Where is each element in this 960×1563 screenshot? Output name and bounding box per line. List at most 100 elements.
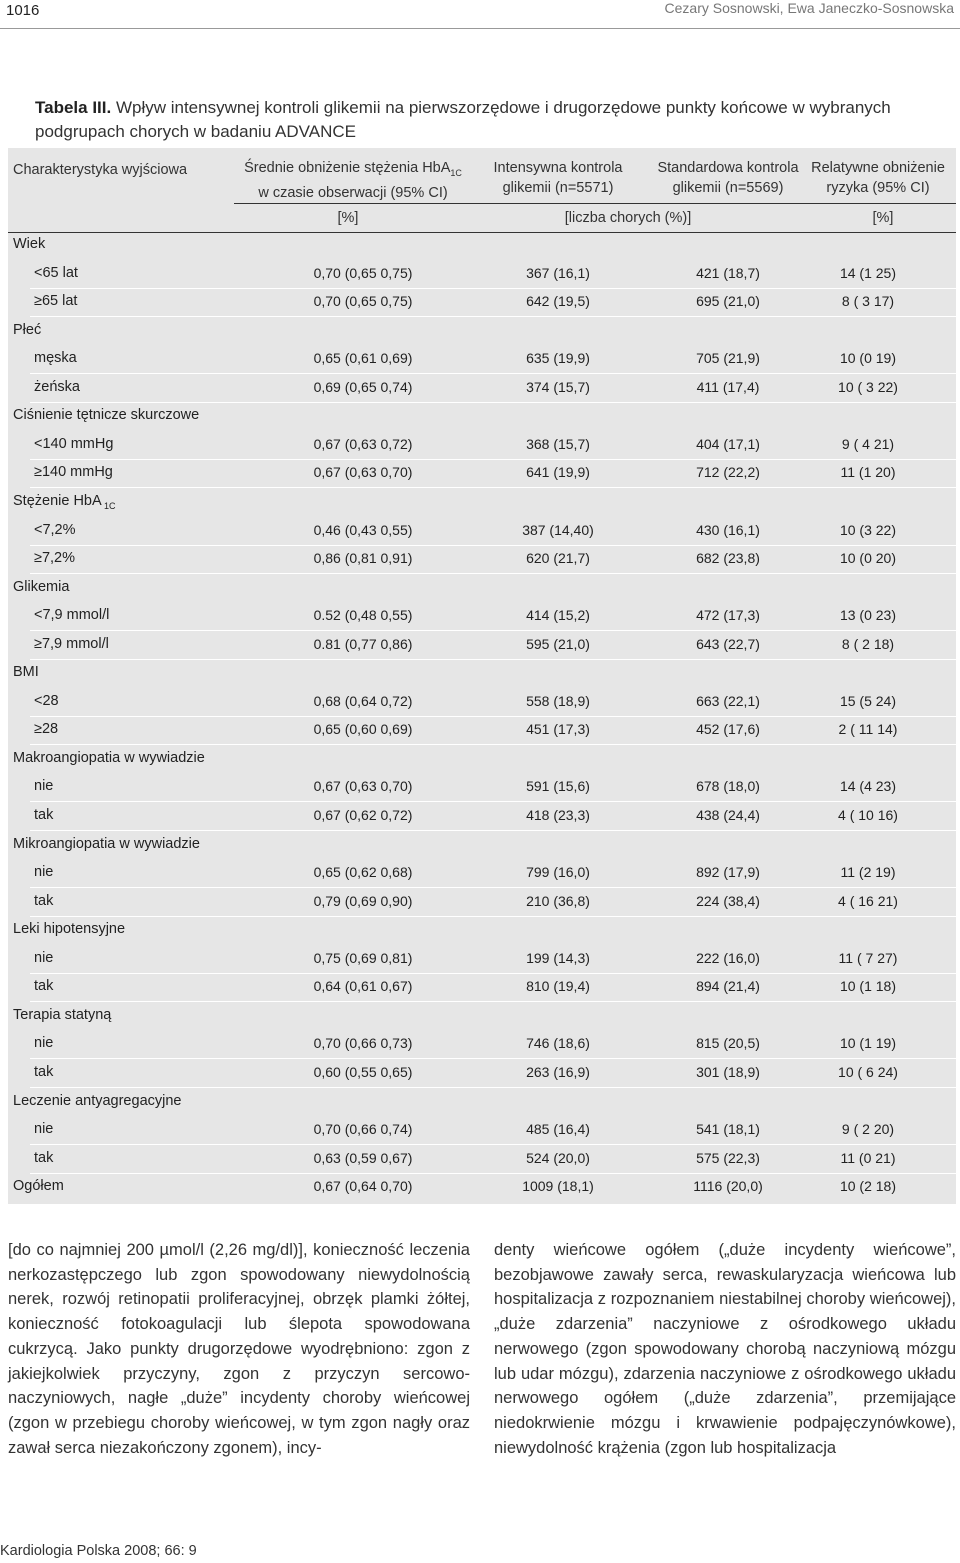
row-label: Wiek xyxy=(13,236,46,252)
cell-hba1c-reduction: 0,46 (0,43 0,55) xyxy=(313,521,413,538)
cell-intensive: 591 (15,6) xyxy=(526,778,590,795)
row-label: BMI xyxy=(13,664,39,681)
cell-risk-reduction: 4 ( 16 21) xyxy=(838,892,898,909)
table-group-row: Glikemia xyxy=(8,575,956,603)
body-text-left: [do co najmniej 200 µmol/l (2,26 mg/dl)]… xyxy=(8,1241,470,1457)
row-label-sub: 1C xyxy=(104,500,116,511)
row-label: <140 mmHg xyxy=(34,435,114,452)
cell-hba1c-reduction: 0,64 (0,61 0,67) xyxy=(313,978,413,995)
row-label: ≥7,9 mmol/l xyxy=(34,635,109,652)
table-row: tak 0,64 (0,61 0,67) 810 (19,4) 894 (21,4) 1… xyxy=(8,974,956,1003)
cell-intensive: 374 (15,7) xyxy=(526,378,590,395)
row-label: Stężenie HbA xyxy=(13,492,102,509)
row-label: ≥140 mmHg xyxy=(34,464,113,481)
cell-standard: 678 (18,0) xyxy=(696,778,760,795)
page-number: 1016 xyxy=(6,2,40,19)
row-label: Płeć xyxy=(13,321,42,338)
cell-standard: 815 (20,5) xyxy=(696,1035,760,1052)
cell-hba1c-reduction: 0,65 (0,62 0,68) xyxy=(313,864,413,881)
header-rule xyxy=(0,28,960,29)
header-intensive-line1: Intensywna kontrola xyxy=(493,160,623,176)
cell-risk-reduction: 10 (0 19) xyxy=(839,350,897,367)
cell-standard: 452 (17,6) xyxy=(696,721,760,738)
cell-hba1c-reduction: 0,70 (0,66 0,73) xyxy=(313,1035,413,1052)
cell-standard: 682 (23,8) xyxy=(696,550,760,567)
row-separator xyxy=(30,830,956,831)
cell-hba1c-reduction: 0,65 (0,60 0,69) xyxy=(313,721,413,738)
header-standard: Standardowa kontrola glikemii (n=5569) xyxy=(628,158,828,198)
row-label: <7,2% xyxy=(34,521,76,538)
table-row: tak 0,67 (0,62 0,72) 418 (23,3) 438 (24,4) 4… xyxy=(8,803,956,831)
row-label: nie xyxy=(34,778,54,795)
cell-hba1c-reduction: 0,65 (0,61 0,69) xyxy=(313,350,413,367)
page-header: 1016 Cezary Sosnowski, Ewa Janeczko-Sosn… xyxy=(0,0,960,29)
row-label: ≥65 lat xyxy=(34,293,78,310)
cell-risk-reduction: 10 (3 22) xyxy=(839,521,897,538)
table-row: nie 0,70 (0,66 0,73) 746 (18,6) 815 (20,5) 1… xyxy=(8,1031,956,1060)
row-separator xyxy=(30,287,956,289)
table-caption-text: Wpływ intensywnej kontroli glikemii na p… xyxy=(35,98,891,141)
unit-patients: [liczba chorych (%)] xyxy=(564,210,692,226)
row-label: tak xyxy=(34,1063,54,1080)
row-label: Leki hipotensyjne xyxy=(13,921,126,938)
cell-risk-reduction: 11 (0 21) xyxy=(840,1149,896,1166)
header-standard-line1: Standardowa kontrola xyxy=(657,160,799,176)
table-group-row: Makroangiopatia w wywiadzie xyxy=(8,746,956,774)
table-group-row: Płeć xyxy=(8,318,956,346)
cell-risk-reduction: 14 (4 23) xyxy=(839,778,897,795)
cell-intensive: 418 (23,3) xyxy=(526,807,590,823)
row-label: Glikemia xyxy=(13,578,70,595)
row-separator xyxy=(30,573,956,575)
row-separator xyxy=(30,401,956,403)
cell-hba1c-reduction: 0,63 (0,59 0,67) xyxy=(313,1149,413,1166)
cell-intensive: 368 (15,7) xyxy=(526,435,590,452)
cell-intensive: 414 (15,2) xyxy=(526,607,590,624)
cell-hba1c-reduction: 0,67 (0,63 0,70) xyxy=(313,778,413,795)
table-row: ≥7,2% 0,86 (0,81 0,91) 620 (21,7) 682 (23,8… xyxy=(8,546,956,575)
header-risk-line2: ryzyka (95% CI) xyxy=(826,180,930,196)
header-hba1c-line1: Średnie obniżenie stężenia HbA xyxy=(244,160,451,176)
table-group-row: Leczenie antyagregacyjne xyxy=(8,1089,956,1117)
table-row: tak 0,79 (0,69 0,90) 210 (36,8) 224 (38,4) 4… xyxy=(8,889,956,917)
cell-risk-reduction: 11 (1 20) xyxy=(840,464,896,481)
table-row: nie 0,70 (0,66 0,74) 485 (16,4) 541 (18,1) 9… xyxy=(8,1117,956,1146)
running-authors: Cezary Sosnowski, Ewa Janeczko-Sosnowska xyxy=(664,0,954,16)
row-separator xyxy=(30,1172,956,1174)
cell-standard: 541 (18,1) xyxy=(696,1121,760,1138)
table-caption: Tabela III. Wpływ intensywnej kontroli g… xyxy=(35,96,935,144)
cell-risk-reduction: 2 ( 11 14) xyxy=(838,721,898,738)
cell-risk-reduction: 14 (1 25) xyxy=(839,264,897,281)
cell-standard: 224 (38,4) xyxy=(696,892,760,909)
row-separator xyxy=(30,630,956,632)
row-separator xyxy=(30,373,956,375)
cell-intensive: 210 (36,8) xyxy=(526,892,590,909)
cell-intensive: 199 (14,3) xyxy=(526,949,590,966)
table-row: żeńska 0,69 (0,65 0,74) 374 (15,7) 411 (17,… xyxy=(8,375,956,403)
row-separator xyxy=(30,1086,956,1088)
cell-hba1c-reduction: 0,70 (0,65 0,75) xyxy=(313,293,413,310)
cell-risk-reduction: 13 (0 23) xyxy=(839,607,897,624)
table-total-row: Ogółem 0,67 (0,64 0,70) 1009 (18,1) 1116 (2… xyxy=(8,1174,956,1202)
table-row: ≥28 0,65 (0,60 0,69) 451 (17,3) 452 (17,6) 2… xyxy=(8,717,956,746)
row-label: męska xyxy=(34,350,77,367)
header-standard-line2: glikemii (n=5569) xyxy=(672,180,784,196)
cell-risk-reduction: 10 (0 20) xyxy=(839,550,897,567)
cell-hba1c-reduction: 0,67 (0,63 0,70) xyxy=(313,464,413,481)
cell-risk-reduction: 11 (2 19) xyxy=(840,864,896,881)
row-label: tak xyxy=(34,807,54,823)
cell-intensive: 451 (17,3) xyxy=(526,721,590,738)
row-separator xyxy=(30,801,956,803)
table-group-row: Stężenie HbA 1C xyxy=(8,489,956,517)
cell-standard: 1116 (20,0) xyxy=(693,1178,763,1195)
cell-hba1c-reduction: 0,70 (0,65 0,75) xyxy=(313,264,413,281)
row-label: Mikroangiopatia w wywiadzie xyxy=(13,835,200,852)
table-group-row: Leki hipotensyjne xyxy=(8,917,956,945)
cell-intensive: 746 (18,6) xyxy=(526,1035,590,1052)
cell-standard: 894 (21,4) xyxy=(696,978,760,995)
row-separator xyxy=(30,1144,956,1146)
cell-risk-reduction: 10 (1 19) xyxy=(839,1035,897,1052)
row-label: tak xyxy=(34,1149,54,1166)
cell-standard: 643 (22,7) xyxy=(696,635,760,652)
body-text-right: denty wieńcowe ogółem („duże incydenty w… xyxy=(494,1241,956,1457)
header-rule-bottom xyxy=(8,232,956,233)
